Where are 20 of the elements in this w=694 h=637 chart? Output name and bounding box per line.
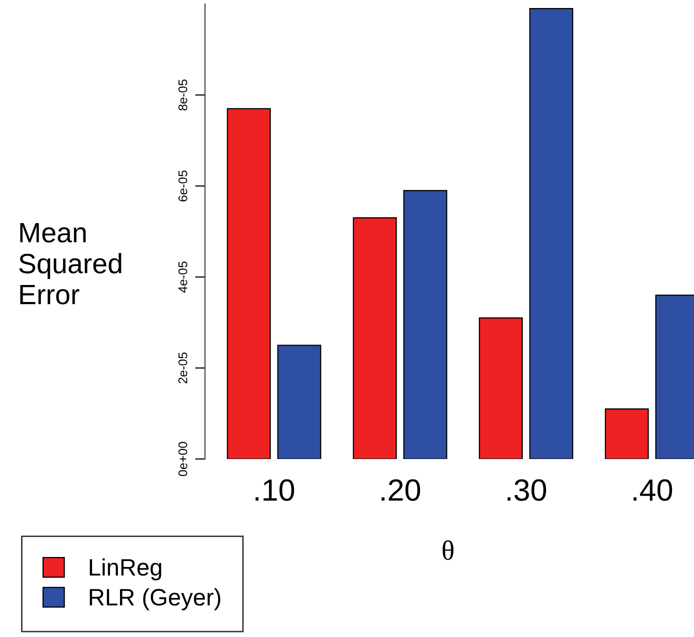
x-tick-label: .40 — [634, 479, 672, 501]
x-tick-label: .20 — [382, 479, 420, 501]
bar — [478, 317, 523, 459]
bar — [403, 190, 448, 459]
x-axis-title: θ — [442, 540, 454, 560]
x-tick-label: .30 — [508, 479, 546, 501]
legend-label: LinReg — [90, 558, 162, 580]
y-tick-label: 0e+00 — [178, 442, 188, 476]
bar — [226, 108, 271, 459]
bar — [277, 344, 322, 459]
y-tick-label: 6e-05 — [178, 170, 188, 202]
bar — [352, 217, 397, 459]
y-tick-label: 8e-05 — [178, 80, 188, 110]
y-tick-label: 2e-05 — [178, 352, 188, 384]
bar — [604, 408, 649, 459]
y-axis-title: Mean Squared Error — [19, 223, 122, 304]
bar — [529, 8, 574, 459]
legend-label: RLR (Geyer) — [90, 588, 220, 610]
x-tick-label: .10 — [256, 479, 294, 501]
y-tick-label: 4e-05 — [178, 262, 188, 293]
